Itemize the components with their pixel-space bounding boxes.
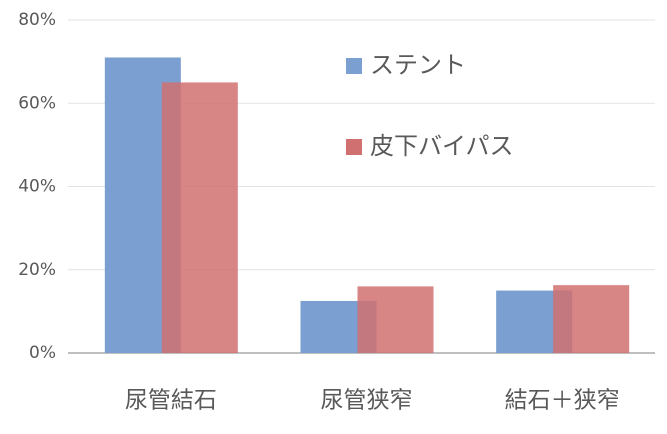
y-tick-label: 60% (18, 93, 56, 113)
bar (357, 286, 434, 353)
x-tick-label: 尿管狭窄 (321, 388, 413, 414)
legend-label: ステント (370, 51, 466, 79)
y-tick-label: 0% (29, 343, 56, 363)
bar (161, 82, 238, 353)
legend-swatch (346, 139, 362, 155)
x-tick-label: 結石＋狭窄 (505, 388, 620, 414)
y-tick-label: 80% (18, 10, 56, 30)
y-tick-label: 40% (18, 177, 56, 197)
legend-label: 皮下バイパス (370, 132, 514, 160)
bar (553, 285, 630, 353)
y-tick-label: 20% (18, 260, 56, 280)
x-tick-label: 尿管結石 (125, 388, 217, 414)
legend-swatch (346, 58, 362, 74)
